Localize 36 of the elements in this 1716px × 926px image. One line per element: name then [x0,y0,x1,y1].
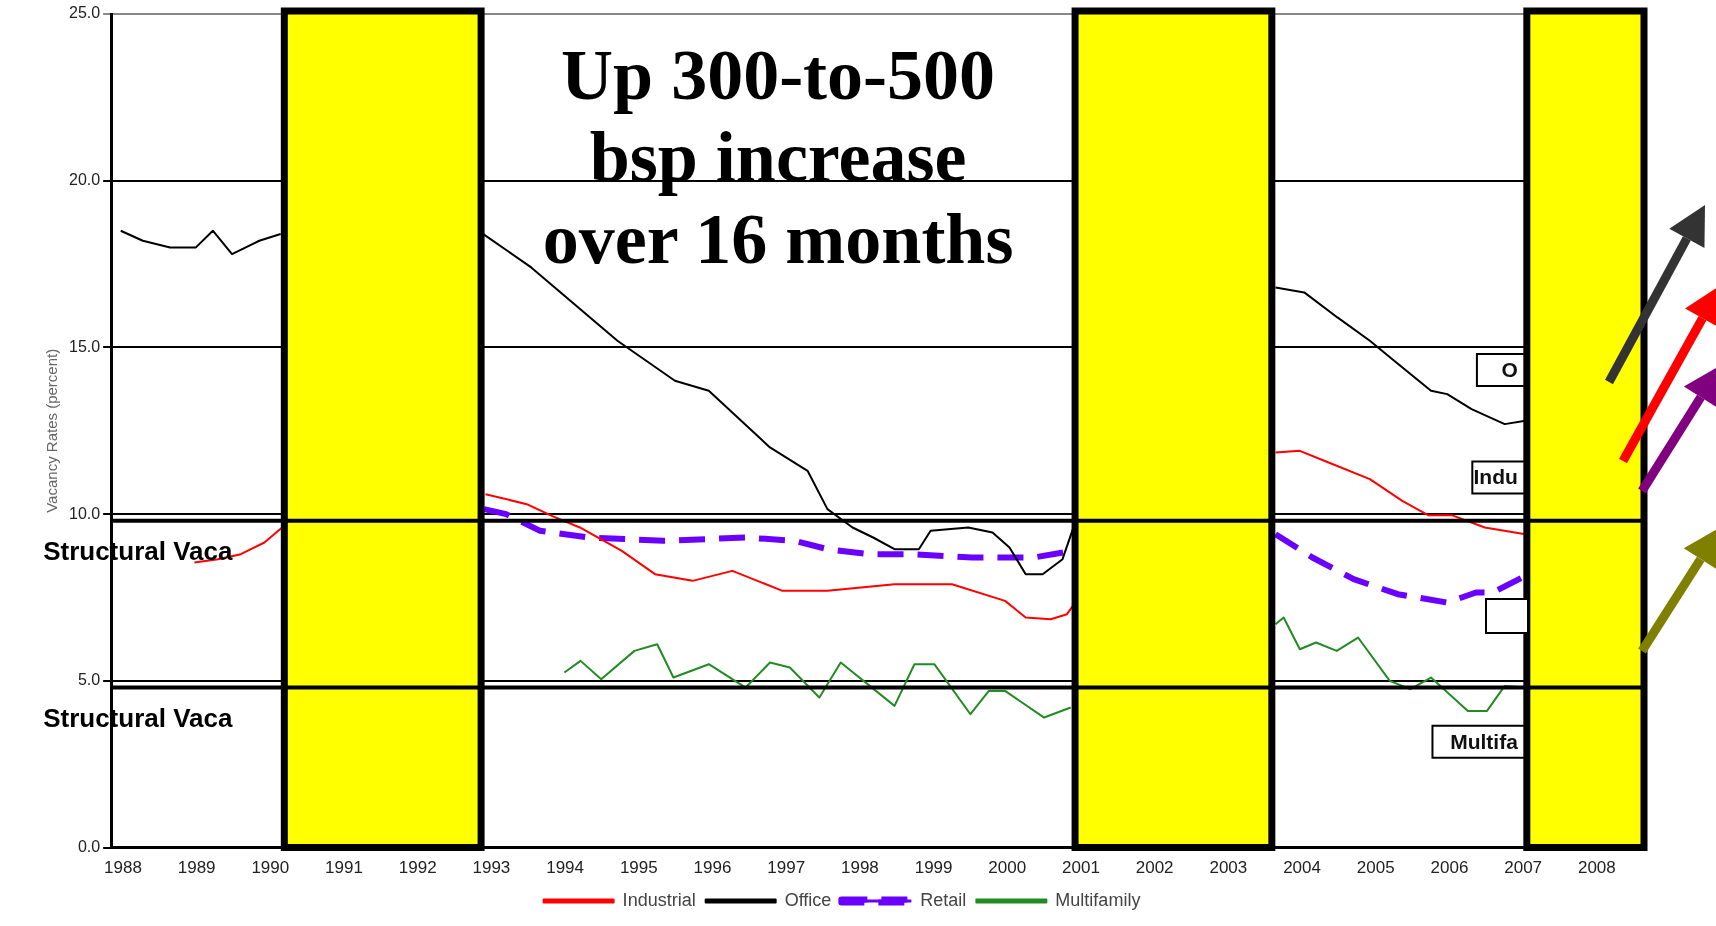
y-tick-label: 10.0 [69,504,101,522]
annotation: Indu [1473,465,1518,489]
x-tick-label: 1997 [767,858,806,878]
y-tick-label: 20.0 [69,171,101,189]
legend-label: Office [784,889,832,910]
x-tick-label: 1998 [840,858,879,878]
x-tick-label: 2000 [988,858,1027,878]
legend-label: Industrial [622,889,696,910]
x-tick-label: 1992 [398,858,437,878]
annotation: O [1501,357,1518,381]
y-tick-label: 5.0 [77,671,101,689]
x-tick-label: 1999 [914,858,953,878]
y-tick-label: 25.0 [69,4,101,22]
x-tick-label: 2008 [1577,858,1616,878]
annotation: Multifa [1450,729,1519,753]
x-tick-label: 1991 [325,858,363,878]
annotation: Up 300-to-500 bsp increase over 16 months [542,35,1014,279]
x-tick-label: 2004 [1283,858,1321,878]
x-tick-label: 2007 [1504,858,1543,878]
x-tick-label: 1994 [546,858,585,878]
x-tick-label: 1990 [251,858,290,878]
y-axis-title: Vacancy Rates (percent) [43,348,61,513]
x-tick-label: 1989 [177,858,216,878]
x-tick-label: 2006 [1430,858,1469,878]
x-tick-label: 2002 [1135,858,1174,878]
x-tick-label: 1996 [693,858,732,878]
legend-label: Multifamily [1055,889,1141,910]
x-tick-label: 2001 [1062,858,1100,878]
y-tick-label: 15.0 [69,337,101,355]
x-tick-label: 1995 [619,858,658,878]
x-tick-label: 2003 [1209,858,1248,878]
x-tick-label: 1988 [104,858,142,878]
x-tick-label: 1993 [472,858,511,878]
legend-label: Retail [920,889,967,910]
x-tick-label: 2005 [1356,858,1395,878]
y-tick-label: 0.0 [77,838,101,856]
